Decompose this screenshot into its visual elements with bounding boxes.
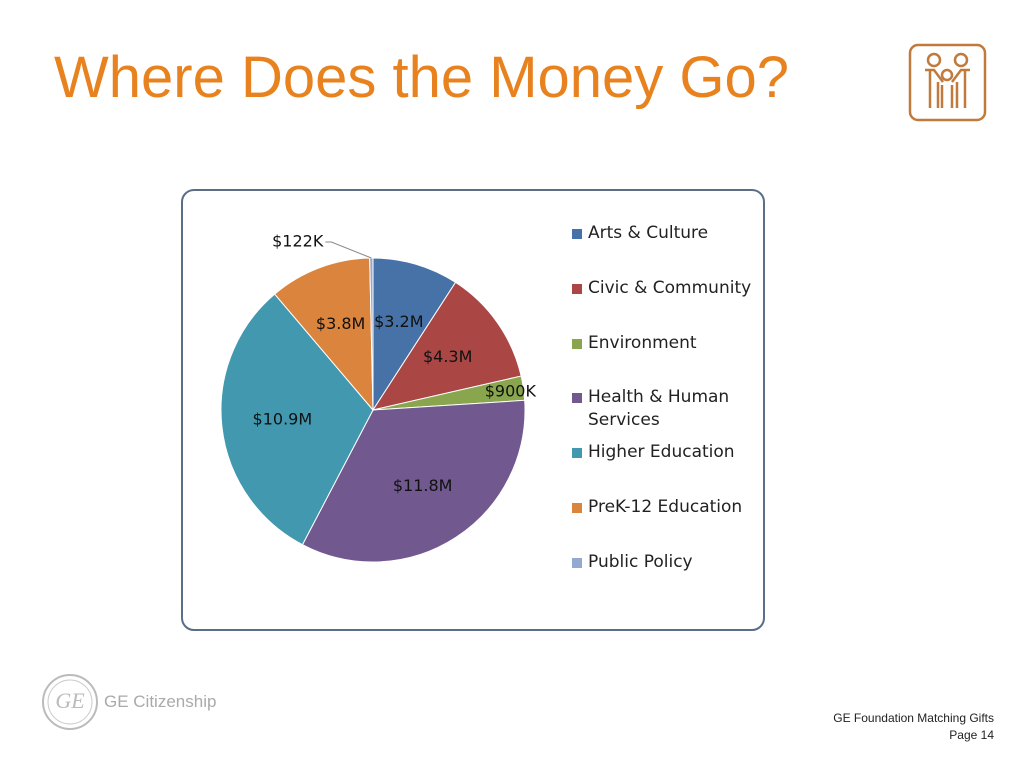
legend-label: Arts & Culture (588, 223, 709, 243)
data-label: $3.8M (316, 314, 365, 333)
legend-item: Higher Education (572, 441, 757, 496)
legend-item: Public Policy (572, 551, 757, 606)
data-label: $900K (485, 382, 537, 401)
brand: GE Citizenship (104, 692, 217, 711)
slide-title: Where Does the Money Go? (54, 45, 790, 110)
legend-label: PreK-12 Education (588, 496, 743, 517)
svg-text:GE: GE (55, 688, 85, 713)
legend-swatch (572, 502, 582, 513)
page-number: Page 14 (949, 728, 994, 742)
data-label: $10.9M (253, 410, 313, 429)
legend-label: Health & Human Services (588, 387, 730, 431)
pie-slice (371, 281, 522, 411)
legend-item: Environment (572, 332, 757, 387)
leader-line (325, 241, 372, 259)
pie-slice (372, 257, 457, 412)
pie-slice (273, 257, 374, 412)
pie-slice (220, 293, 374, 546)
ge-logo: GE (42, 674, 98, 730)
pie-slice (301, 399, 526, 563)
legend-label: Environment (588, 332, 697, 353)
legend-swatch (572, 283, 582, 294)
legend-item: Arts & Culture (572, 222, 757, 277)
data-label: $11.8M (393, 476, 453, 495)
footer-program: GE Foundation Matching Gifts (833, 711, 994, 725)
data-label: $3.2M (374, 312, 423, 331)
icon (908, 43, 987, 122)
legend-item: PreK-12 Education (572, 496, 757, 551)
legend-item: Civic & Community (572, 277, 757, 332)
legend-swatch (572, 229, 582, 239)
legend-swatch (572, 393, 582, 404)
legend-swatch (572, 448, 582, 459)
legend-label: Civic & Community (588, 277, 752, 298)
legend-label: Public Policy (588, 551, 693, 572)
legend-label: Higher Education (588, 442, 735, 463)
data-label: $4.3M (423, 347, 472, 366)
data-label: $122K (272, 232, 324, 251)
legend-swatch (572, 557, 582, 568)
legend: Arts & Culture Civic & Community Environme… (572, 222, 757, 606)
legend-item: Health & Human Services (572, 386, 757, 441)
legend-swatch (572, 338, 582, 349)
